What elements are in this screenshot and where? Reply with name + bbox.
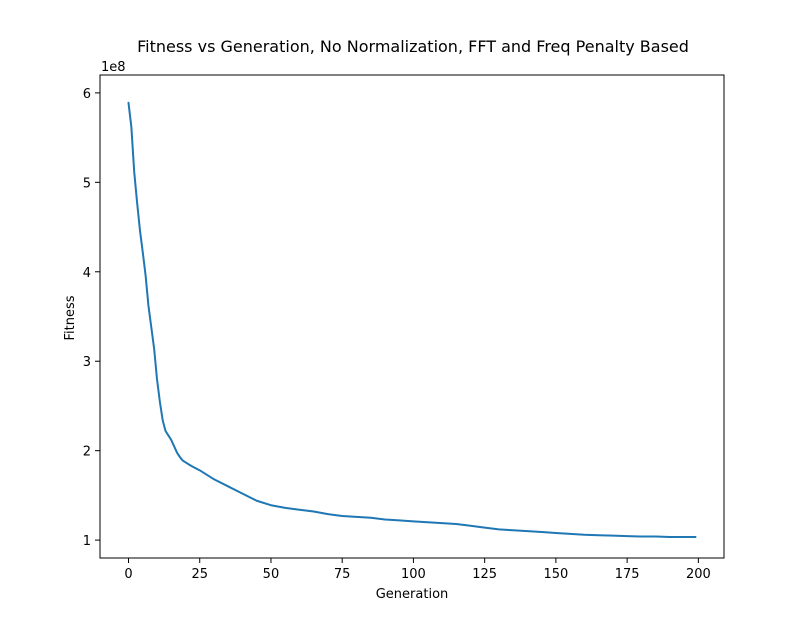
x-axis-label: Generation (376, 587, 449, 602)
x-tick-label: 100 (401, 567, 426, 582)
x-tick-label: 0 (124, 567, 132, 582)
y-tick-label: 2 (83, 445, 91, 460)
y-axis: 1 2 3 4 5 6 (83, 87, 100, 549)
y-tick-label: 6 (83, 87, 91, 102)
y-offset-label: 1e8 (101, 60, 126, 75)
x-axis: 0 25 50 75 100 125 150 175 200 (124, 558, 711, 582)
x-tick-label: 50 (263, 567, 280, 582)
y-tick-label: 3 (83, 355, 91, 370)
x-tick-label: 25 (191, 567, 208, 582)
y-tick-label: 4 (83, 266, 91, 281)
x-tick-label: 175 (615, 567, 640, 582)
y-tick-label: 5 (83, 176, 91, 191)
fitness-line (127, 101, 697, 538)
x-tick-label: 125 (472, 567, 497, 582)
y-tick-label: 1 (83, 534, 91, 549)
x-tick-label: 75 (334, 567, 351, 582)
x-tick-label: 150 (543, 567, 568, 582)
x-tick-label: 200 (686, 567, 711, 582)
y-axis-label: Fitness (63, 295, 78, 340)
plot-frame (99, 74, 725, 559)
chart-title: Fitness vs Generation, No Normalization,… (137, 37, 689, 56)
